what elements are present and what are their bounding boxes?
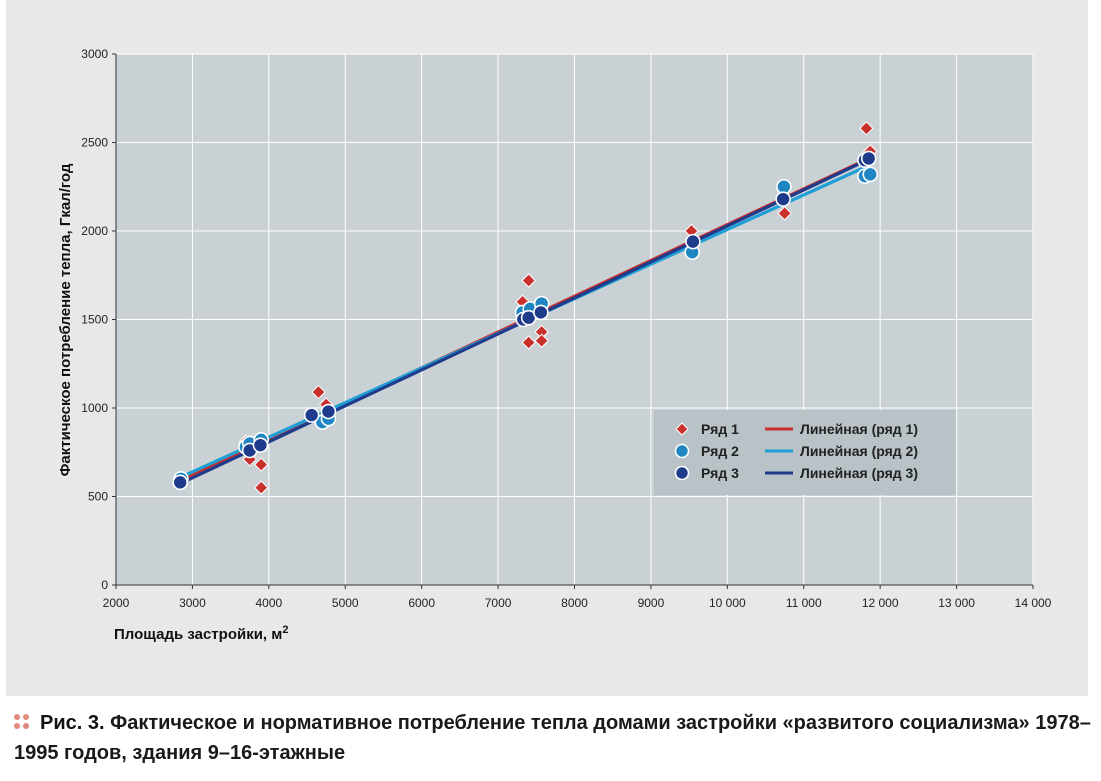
data-point-series-2 (862, 166, 879, 183)
y-tick-label: 3000 (81, 47, 108, 61)
tick-labels: 2000 3000 4000 5000 6000 7000 8000 9000 10 000 11… (81, 47, 1051, 610)
caption-text: Фактическое и нормативное потребление те… (14, 712, 1091, 764)
data-point-series-1 (859, 121, 874, 136)
x-axis-label-main: Площадь застройки, м (114, 626, 282, 643)
data-point-series-1 (534, 333, 549, 348)
x-axis-label: Площадь застройки, м2 (114, 624, 289, 643)
data-point-series-3 (320, 403, 337, 420)
legend-label-trend-1: Линейная (ряд 1) (800, 421, 918, 437)
legend-marker-series-1 (675, 422, 689, 436)
caption-label: Рис. 3. (40, 712, 105, 734)
x-tick-label: 3000 (179, 596, 206, 610)
x-tick-label: 2000 (103, 596, 130, 610)
data-point-series-3 (172, 474, 188, 491)
x-tick-label: 7000 (485, 596, 512, 610)
y-axis-label: Фактическое потребление тепла, Гкал/год (57, 163, 74, 476)
x-tick-label: 12 000 (862, 596, 899, 610)
legend-marker-series-2 (674, 443, 690, 459)
x-tick-label: 5000 (332, 596, 359, 610)
x-tick-label: 6000 (408, 596, 435, 610)
legend-label-trend-3: Линейная (ряд 3) (800, 465, 918, 481)
data-point-series-1 (311, 384, 326, 400)
x-axis-label-superscript: 2 (282, 624, 288, 636)
data-point-series-1 (521, 335, 536, 350)
y-tick-label: 500 (88, 490, 108, 504)
x-tick-label: 13 000 (938, 596, 975, 610)
legend-marker-series-3 (674, 465, 690, 481)
figure-caption: Рис. 3. Фактическое и нормативное потреб… (14, 708, 1094, 768)
data-point-series-1 (777, 206, 792, 221)
x-tick-label: 10 000 (709, 596, 746, 610)
legend-label-series-1: Ряд 1 (701, 421, 739, 437)
data-point-series-3 (860, 150, 877, 167)
data-point-series-3 (533, 304, 549, 321)
y-tick-label: 1500 (81, 313, 108, 327)
x-tick-label: 4000 (255, 596, 282, 610)
y-tick-label: 0 (101, 578, 108, 592)
y-tick-label: 1000 (81, 401, 108, 415)
data-point-series-1 (521, 273, 536, 288)
caption-bullet-icon (14, 713, 30, 730)
legend-label-trend-2: Линейная (ряд 2) (800, 443, 918, 459)
data-point-series-3 (685, 233, 701, 250)
data-point-series-3 (303, 407, 320, 423)
x-tick-label: 8000 (561, 596, 588, 610)
legend-label-series-2: Ряд 2 (701, 443, 739, 459)
data-point-series-3 (775, 191, 791, 207)
x-tick-label: 14 000 (1015, 596, 1052, 610)
data-point-series-1 (253, 480, 269, 495)
x-tick-label: 11 000 (786, 596, 822, 610)
axes (112, 53, 1034, 589)
y-tick-label: 2500 (81, 136, 108, 150)
y-tick-label: 2000 (81, 224, 108, 238)
grid (116, 53, 1034, 585)
data-point-series-3 (252, 437, 269, 453)
x-tick-label: 9000 (638, 596, 665, 610)
chart: 2000 3000 4000 5000 6000 7000 8000 9000 10 000 11… (57, 47, 1052, 643)
legend-label-series-3: Ряд 3 (701, 465, 739, 481)
data-points (172, 121, 879, 495)
data-point-series-1 (253, 457, 269, 472)
legend-box (654, 410, 956, 495)
legend: Ряд 1 Ряд 2 Ряд 3 Линейная (ряд 1) Линейная … (654, 410, 956, 495)
